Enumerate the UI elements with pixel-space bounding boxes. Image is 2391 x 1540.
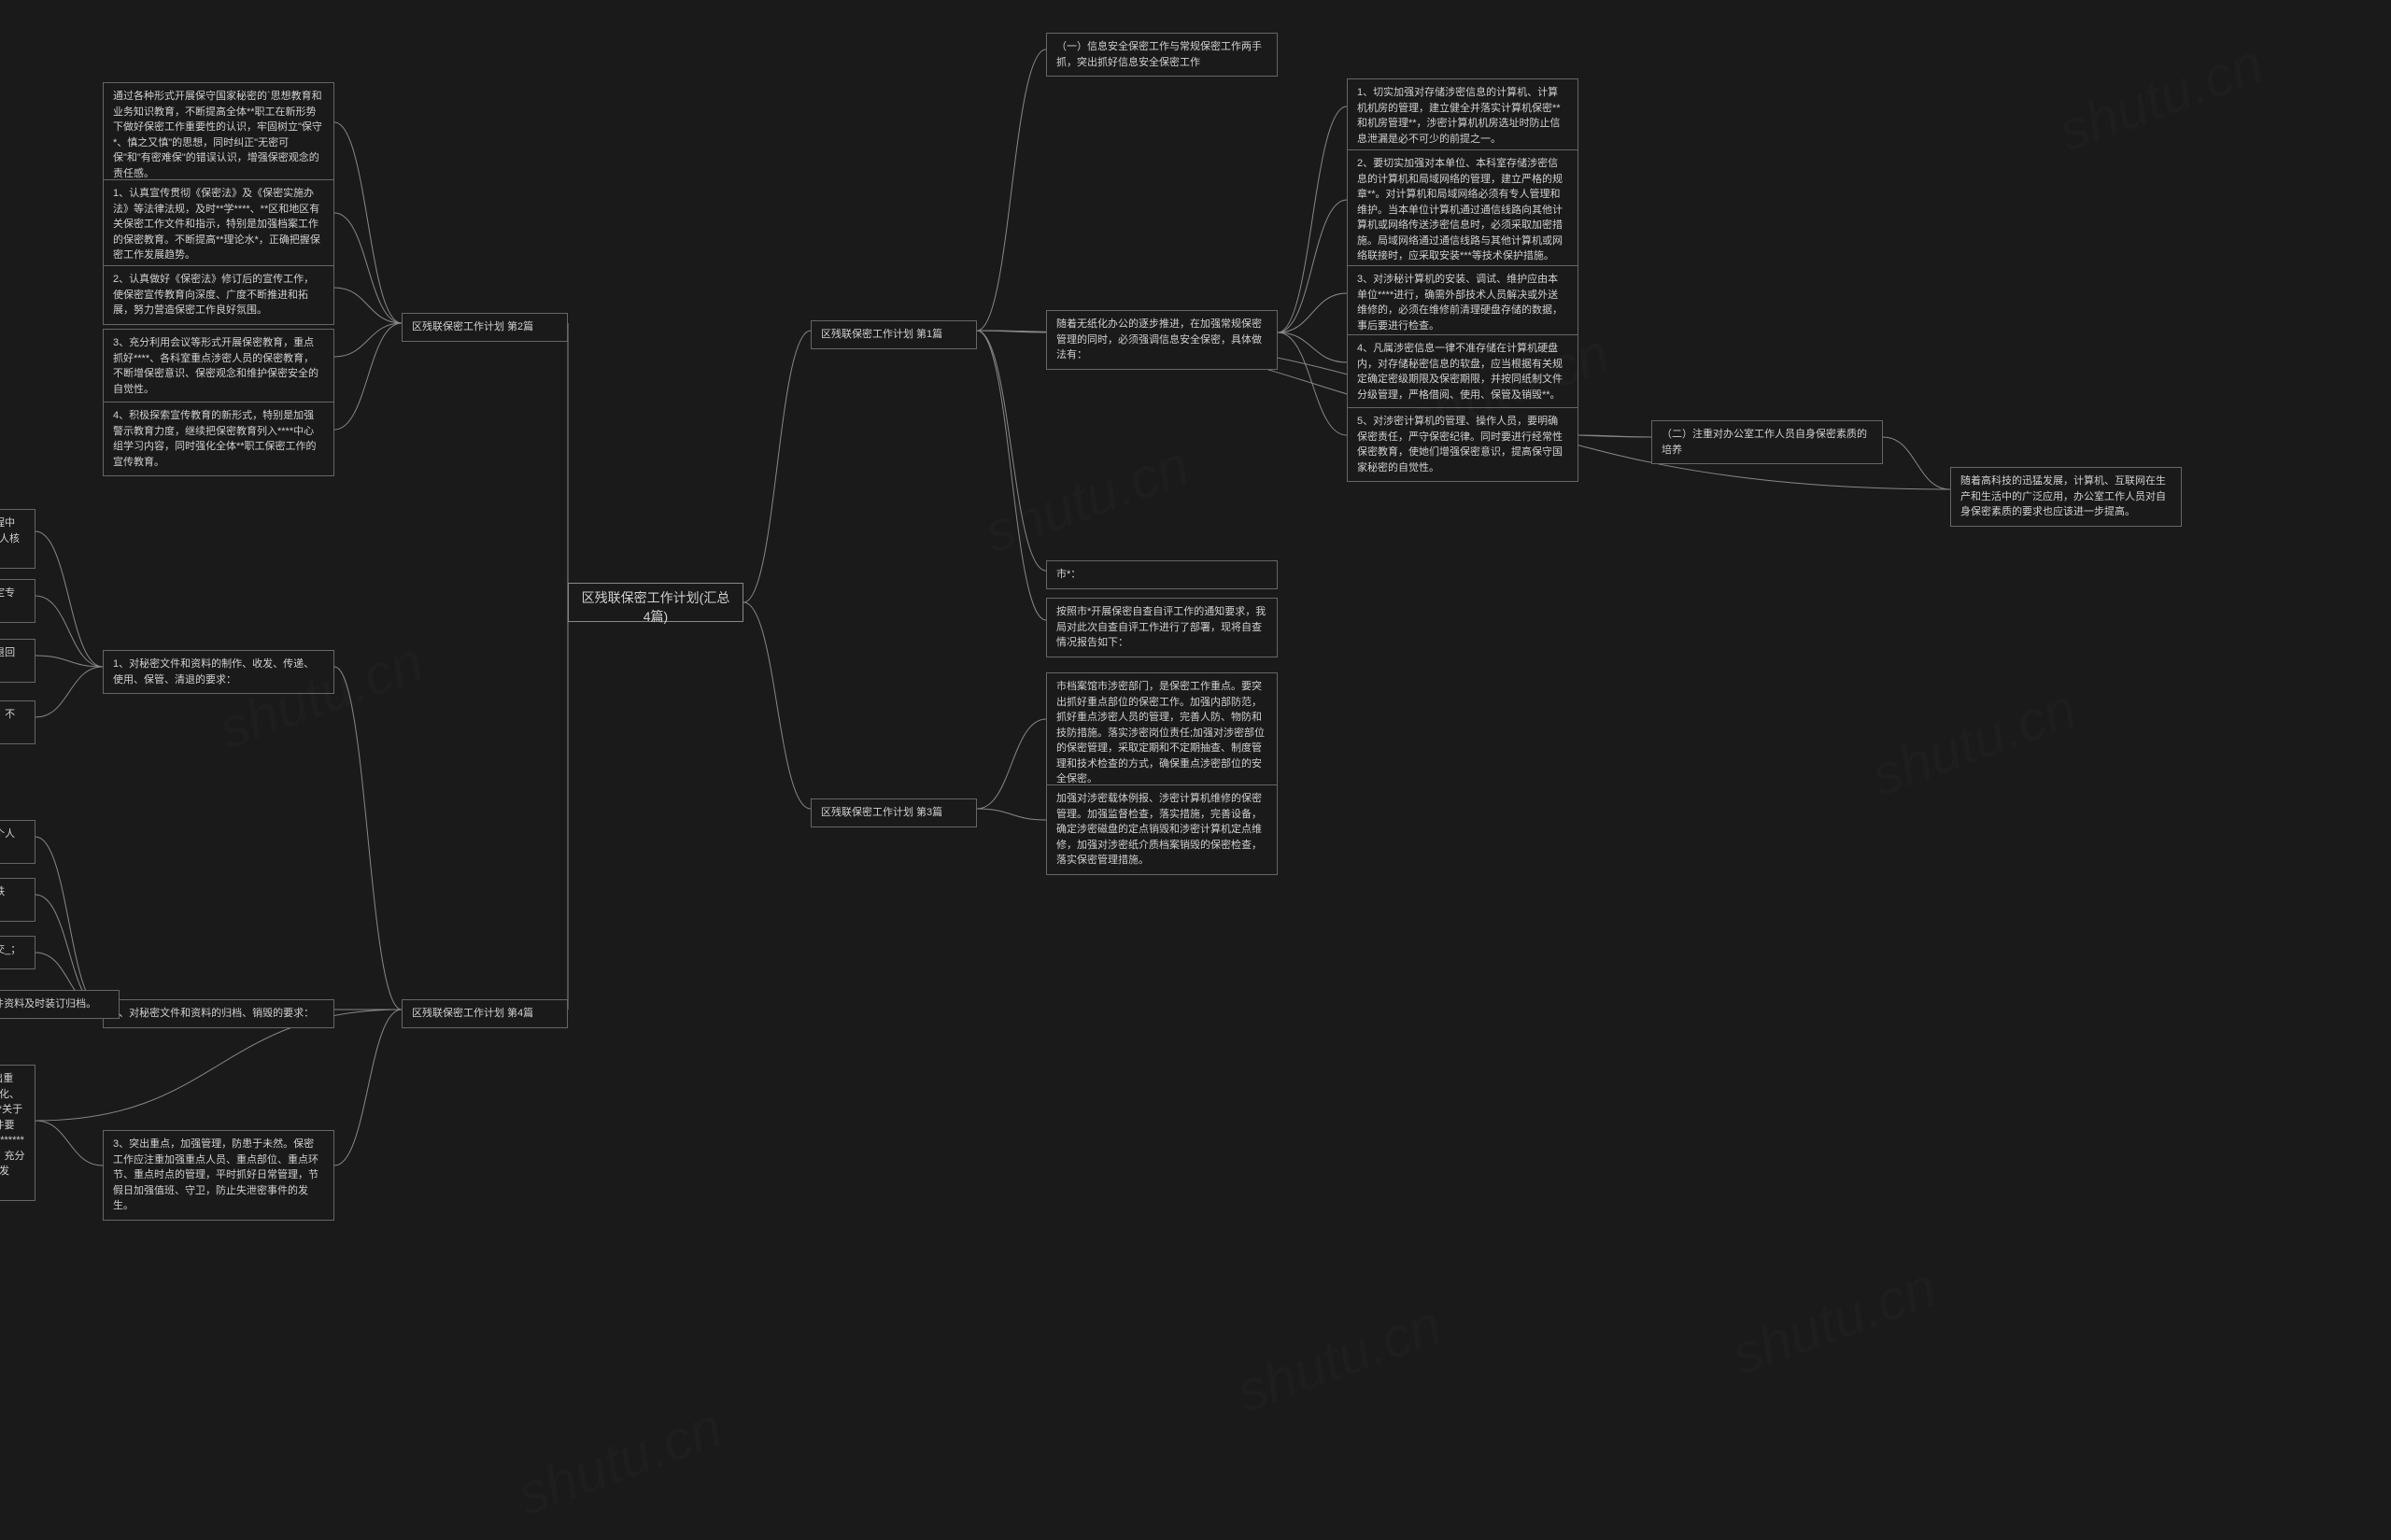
watermark: shutu.cn: [2050, 31, 2271, 163]
branch-title: 区残联保密工作计划 第3篇: [811, 798, 977, 827]
child-node: 市档案馆市涉密部门，是保密工作重点。要突出抓好重点部位的保密工作。加强内部防范，…: [1046, 672, 1278, 794]
grandchild-node: 3、对涉秘计算机的安装、调试、维护应由本单位****进行，确需外部技术人员解决或…: [1347, 265, 1578, 340]
watermark: shutu.cn: [976, 432, 1197, 565]
grandchild-node: 2、要切实加强对本单位、本科室存储涉密信息的计算机和局域网络的管理，建立严格的规…: [1347, 149, 1578, 271]
grandchild-node: （4）严格按照保密要要求清退秘密文件，不得出现差错。: [0, 700, 35, 744]
grandchild-node: 4、凡属涉密信息一律不准存储在计算机硬盘内，对存储秘密信息的软盘，应当根据有关规…: [1347, 334, 1578, 409]
branch-title: 区残联保密工作计划 第2篇: [402, 313, 568, 342]
grandchild-node: （2）秘密文件资料的收发要有登记，确定专人保管；: [0, 579, 35, 623]
child-node: 3、突出重点，加强管理，防患于未然。保密工作应注重加强重点人员、重点部位、重点环…: [103, 1130, 334, 1221]
grandchild-node: 5、对涉密计算机的管理、操作人员，要明确保密责任，严守保密纪律。同时要进行经常性…: [1347, 407, 1578, 482]
child-node: 随着无纸化办公的逐步推进，在加强常规保密管理的同时，必须强调信息安全保密，具体做…: [1046, 310, 1278, 370]
grandchild-node: 1、切实加强对存储涉密信息的计算机、计算机机房的管理，建立健全并落实计算机保密*…: [1347, 78, 1578, 153]
child-node: 按照市*开展保密自查自评工作的通知要求，我局对此次自查自评工作进行了部署，现将自…: [1046, 598, 1278, 657]
root-node: 区残联保密工作计划(汇总 4篇): [568, 583, 743, 622]
grandchild-node: （4）对文件资料及时装订归档。: [0, 990, 120, 1019]
child-node: 加强对涉密载体例报、涉密计算机维修的保密管理。加强监督检查，落实措施，完善设备，…: [1046, 784, 1278, 875]
child-node: 4、积极探索宣传教育的新形式，特别是加强警示教育力度，继续把保密教育列入****…: [103, 402, 334, 476]
child-node: 1、认真宣传贯彻《保密法》及《保密实施办法》等法律法规，及时**学****、**…: [103, 179, 334, 270]
watermark: shutu.cn: [1863, 675, 2085, 808]
child-node: 为了进一步*规范和认识，强化管理，突出重点，完善措施，不断提高保密工作的法制化、…: [0, 1065, 35, 1201]
grandchild-node: （3）按规定该销毁的文件、资料要按时交_；: [0, 936, 35, 969]
grandchild-node: （2）对保密要害部位配备铁门、铁窗、铁柜，对文件资料实行统一管理；: [0, 878, 35, 922]
child-node: 2、认真做好《保密法》修订后的宣传工作，使保密宣传教育向深度、广度不断推进和拓展…: [103, 265, 334, 325]
watermark: shutu.cn: [1723, 1254, 1945, 1387]
child-node: 市*：: [1046, 560, 1278, 589]
child-node: （二）注重对办公室工作人员自身保密素质的培养: [1651, 420, 1883, 464]
watermark: shutu.cn: [509, 1394, 730, 1527]
child-node: 2、对秘密文件和资料的归档、销毁的要求：: [103, 999, 334, 1028]
child-node: 3、充分利用会议等形式开展保密教育，重点抓好****、各科室重点涉密人员的保密教…: [103, 329, 334, 403]
child-node: 随着高科技的迅猛发展，计算机、互联网在生产和生活中的广泛应用，办公室工作人员对自…: [1950, 467, 2182, 527]
child-node: 1、对秘密文件和资料的制作、收发、传递、使用、保管、清退的要求：: [103, 650, 334, 694]
branch-title: 区残联保密工作计划 第1篇: [811, 320, 977, 349]
watermark: shutu.cn: [1228, 1292, 1450, 1424]
child-node: （一）信息安全保密工作与常规保密工作两手抓，突出抓好信息安全保密工作: [1046, 33, 1278, 77]
grandchild-node: （1）单位文件资料分类统一管理，任何个人不得私自保管文件资料；: [0, 820, 35, 864]
grandchild-node: （1）秘密文件的制作：制作秘密文件过程中坚持起草人拟定密级，核稿人把关，签发人核…: [0, 509, 35, 569]
child-node: 通过各种形式开展保守国家秘密的`思想教育和业务知识教育，不断提高全体**职工在新…: [103, 82, 334, 188]
grandchild-node: （3）秘密文件资料的传递要办理签收、退回手续，对秘密文件资料进行统一保管；: [0, 639, 35, 683]
branch-title: 区残联保密工作计划 第4篇: [402, 999, 568, 1028]
watermark: shutu.cn: [210, 629, 432, 761]
